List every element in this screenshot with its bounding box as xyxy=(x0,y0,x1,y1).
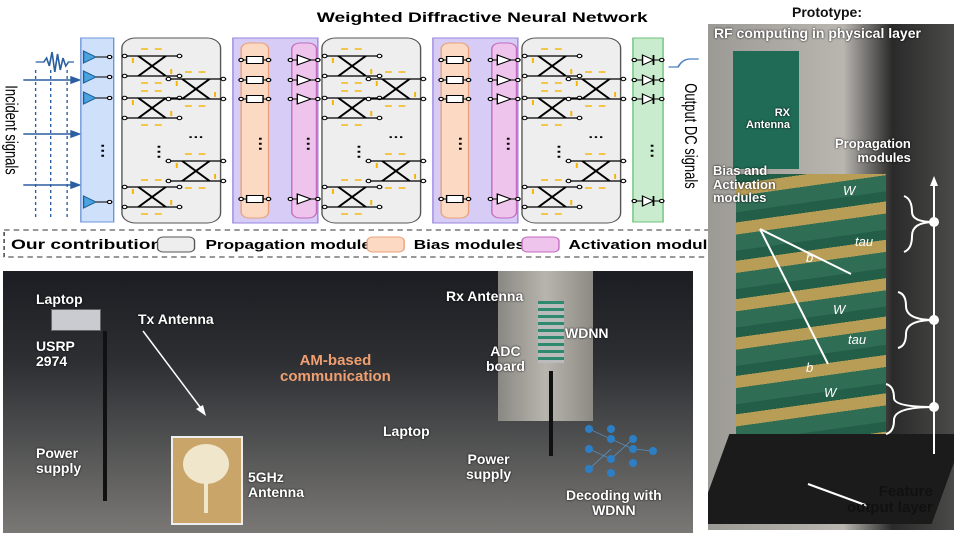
svg-text:⋮: ⋮ xyxy=(643,142,662,158)
svg-text:⋮: ⋮ xyxy=(93,142,112,158)
antenna-layer: ⋮ xyxy=(80,37,115,223)
propagation-module-1 xyxy=(122,38,226,223)
tripod-right xyxy=(549,371,553,456)
incident-wave-icon xyxy=(35,51,74,73)
label-decoding: Decoding with WDNN xyxy=(566,487,662,518)
experiment-photo xyxy=(3,271,693,533)
usrp-device xyxy=(51,309,101,331)
label-wdnn: WDNN xyxy=(565,325,609,341)
legend-activation: Activation modules xyxy=(569,238,727,252)
tag-w-2: W xyxy=(833,302,847,317)
tripod-left xyxy=(103,331,107,501)
tag-b-1: b xyxy=(806,250,813,265)
input-label: Incident signals xyxy=(1,85,20,175)
wavefronts xyxy=(34,70,68,220)
label-propagation-modules: Propagation modules xyxy=(835,136,911,165)
tag-b-2: b xyxy=(806,360,813,375)
tag-w-3: W xyxy=(824,385,838,400)
label-5ghz-antenna: 5GHz Antenna xyxy=(248,469,304,500)
label-laptop-left: Laptop xyxy=(36,291,83,307)
tag-tau-1: tau xyxy=(855,234,873,249)
diagram-title: Weighted Diffractive Neural Network xyxy=(317,9,649,25)
prototype-photo: W tau b W tau b W xyxy=(708,24,954,530)
output-detector-layer: ⋮ xyxy=(631,37,665,223)
label-tx-antenna: Tx Antenna xyxy=(138,311,214,327)
label-usrp: USRP 2974 xyxy=(36,338,75,369)
output-label: Output DC signals xyxy=(680,83,699,189)
prototype-title: Prototype: xyxy=(792,4,862,20)
antenna-5ghz-inset xyxy=(171,436,243,525)
pcb-stack xyxy=(736,174,886,474)
dc-output-icon xyxy=(668,58,699,68)
prototype-subtitle: RF computing in physical layer xyxy=(714,25,921,41)
label-feature-output-layer: Feature output layer xyxy=(847,483,933,516)
label-power-supply-left: Power supply xyxy=(36,445,82,476)
label-laptop-right: Laptop xyxy=(383,423,430,439)
incident-arrows xyxy=(23,75,82,190)
wdnn-stack-small xyxy=(538,301,564,363)
propagation-module-3 xyxy=(522,38,626,223)
legend-prefix: Our contributions: xyxy=(11,236,179,252)
tag-tau-2: tau xyxy=(848,332,866,347)
propagation-module-2 xyxy=(322,38,426,223)
nn-icon xyxy=(585,425,657,477)
rx-antenna-board xyxy=(733,51,799,169)
label-rx-antenna-prototype: RX Antenna xyxy=(746,107,790,131)
label-bias-activation-modules: Bias and Activation modules xyxy=(713,163,776,206)
label-adc-board: ADC board xyxy=(486,343,525,374)
label-rx-antenna: Rx Antenna xyxy=(446,288,524,304)
bias-activation-module-1 xyxy=(233,38,320,223)
legend-bias: Bias modules xyxy=(414,238,525,252)
legend-propagation: Propagation modules xyxy=(206,238,381,252)
bracket-annotations: W tau b W tau b W xyxy=(759,176,939,507)
bias-activation-module-2 xyxy=(433,38,520,223)
pointer-arrow xyxy=(142,330,206,416)
label-am-communication: AM-based communication xyxy=(280,352,391,385)
label-power-supply-right: Power supply xyxy=(466,451,512,482)
tag-w-1: W xyxy=(843,183,857,198)
